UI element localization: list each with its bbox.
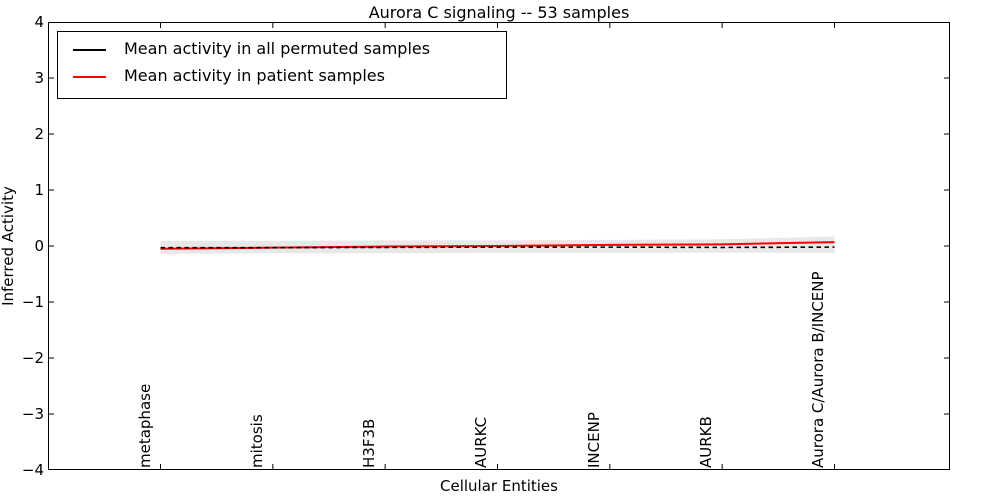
black-line-swatch — [73, 49, 106, 51]
x-tick-label: H3F3B — [360, 418, 379, 468]
x-tick-label: Aurora C/Aurora B/INCENP — [809, 271, 828, 468]
legend-label: Mean activity in patient samples — [124, 66, 385, 85]
y-axis-title: Inferred Activity — [0, 186, 17, 306]
y-tick-label: 0 — [34, 237, 44, 255]
y-tick-label: −2 — [21, 349, 44, 367]
chart-title: Aurora C signaling -- 53 samples — [368, 3, 630, 22]
x-tick-label: mitosis — [247, 414, 266, 468]
plot-border — [48, 22, 950, 470]
x-tick-label: metaphase — [135, 383, 154, 468]
legend-item-permuted: Mean activity in all permuted samples — [58, 36, 506, 63]
permuted-samples-line — [160, 246, 835, 249]
x-tick-label: AURKC — [472, 416, 491, 468]
x-tick-label: AURKB — [697, 416, 716, 468]
chart-canvas — [48, 22, 950, 470]
y-tick-label: 4 — [34, 13, 44, 31]
y-tick-label: 3 — [34, 69, 44, 87]
red-line-swatch — [73, 76, 106, 78]
legend-label: Mean activity in all permuted samples — [124, 39, 431, 58]
x-tick-label: INCENP — [584, 412, 603, 468]
y-tick-label: −4 — [21, 461, 44, 479]
y-tick-label: −1 — [21, 293, 44, 311]
legend-item-patient: Mean activity in patient samples — [58, 63, 506, 90]
y-tick-label: 2 — [34, 125, 44, 143]
legend: Mean activity in all permuted samples Me… — [57, 31, 507, 99]
plot-area — [48, 22, 950, 470]
y-tick-label: 1 — [34, 181, 44, 199]
y-tick-label: −3 — [21, 405, 44, 423]
x-axis-title: Cellular Entities — [440, 477, 558, 495]
